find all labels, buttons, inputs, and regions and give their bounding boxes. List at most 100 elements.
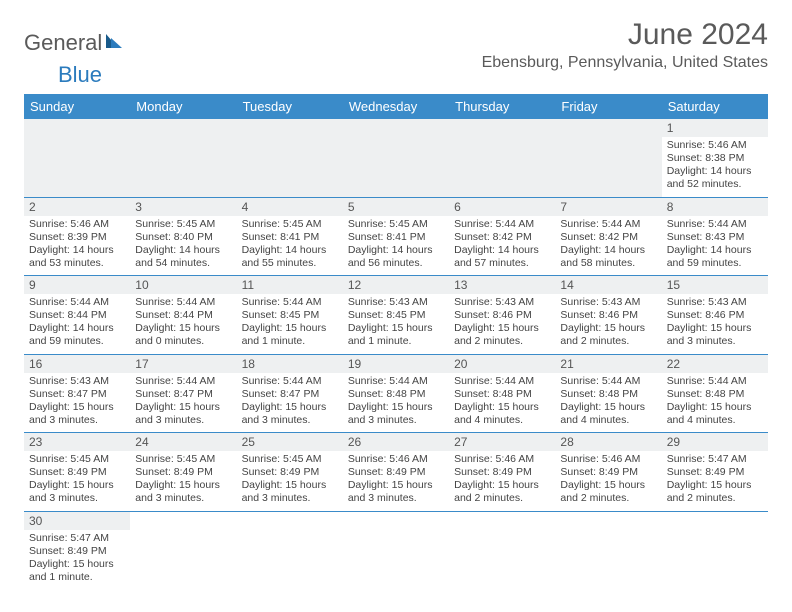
sunrise-text: Sunrise: 5:44 AM <box>135 375 231 388</box>
day-number: 22 <box>662 355 768 373</box>
day-info: Sunrise: 5:45 AMSunset: 8:40 PMDaylight:… <box>135 218 231 271</box>
day-info: Sunrise: 5:44 AMSunset: 8:48 PMDaylight:… <box>560 375 656 428</box>
calendar-cell: 24 Sunrise: 5:45 AMSunset: 8:49 PMDayligh… <box>130 433 236 512</box>
calendar-cell: 11Sunrise: 5:44 AMSunset: 8:45 PMDayligh… <box>237 276 343 355</box>
day-info: Sunrise: 5:45 AMSunset: 8:49 PMDaylight:… <box>242 453 338 506</box>
daylight-text: Daylight: 15 hours and 3 minutes. <box>135 401 231 427</box>
calendar-cell: 14Sunrise: 5:43 AMSunset: 8:46 PMDayligh… <box>555 276 661 355</box>
sunset-text: Sunset: 8:46 PM <box>667 309 763 322</box>
logo-part2: Blue <box>58 62 102 88</box>
day-number: 23 <box>24 433 130 451</box>
sunrise-text: Sunrise: 5:44 AM <box>667 375 763 388</box>
day-header-row: Sunday Monday Tuesday Wednesday Thursday… <box>24 94 768 119</box>
sunrise-text: Sunrise: 5:45 AM <box>135 218 231 231</box>
sunrise-text: Sunrise: 5:43 AM <box>560 296 656 309</box>
calendar-cell <box>130 511 236 589</box>
calendar-cell: 15Sunrise: 5:43 AMSunset: 8:46 PMDayligh… <box>662 276 768 355</box>
day-number: 18 <box>237 355 343 373</box>
calendar-cell: 12 Sunrise: 5:43 AMSunset: 8:45 PMDayligh… <box>343 276 449 355</box>
daylight-text: Daylight: 14 hours and 54 minutes. <box>135 244 231 270</box>
calendar-cell: 13Sunrise: 5:43 AMSunset: 8:46 PMDayligh… <box>449 276 555 355</box>
day-number: 19 <box>343 355 449 373</box>
day-number: 9 <box>24 276 130 294</box>
sunrise-text: Sunrise: 5:46 AM <box>348 453 444 466</box>
sunrise-text: Sunrise: 5:43 AM <box>348 296 444 309</box>
sunset-text: Sunset: 8:48 PM <box>667 388 763 401</box>
day-number: 16 <box>24 355 130 373</box>
day-info: Sunrise: 5:44 AMSunset: 8:47 PMDaylight:… <box>242 375 338 428</box>
daylight-text: Daylight: 15 hours and 3 minutes. <box>348 479 444 505</box>
sunrise-text: Sunrise: 5:44 AM <box>242 296 338 309</box>
daylight-text: Daylight: 15 hours and 2 minutes. <box>667 479 763 505</box>
logo-part1: General <box>24 30 102 56</box>
daylight-text: Daylight: 14 hours and 52 minutes. <box>667 165 763 191</box>
sunset-text: Sunset: 8:49 PM <box>560 466 656 479</box>
sunrise-text: Sunrise: 5:45 AM <box>135 453 231 466</box>
calendar-cell: 23 Sunrise: 5:45 AMSunset: 8:49 PMDayligh… <box>24 433 130 512</box>
daylight-text: Daylight: 15 hours and 4 minutes. <box>454 401 550 427</box>
day-info: Sunrise: 5:47 AMSunset: 8:49 PMDaylight:… <box>29 532 125 585</box>
calendar-row: 30Sunrise: 5:47 AMSunset: 8:49 PMDayligh… <box>24 511 768 589</box>
sunrise-text: Sunrise: 5:44 AM <box>348 375 444 388</box>
daylight-text: Daylight: 15 hours and 3 minutes. <box>348 401 444 427</box>
day-number: 1 <box>662 119 768 137</box>
day-number: 8 <box>662 198 768 216</box>
day-info: Sunrise: 5:46 AMSunset: 8:39 PMDaylight:… <box>29 218 125 271</box>
day-info: Sunrise: 5:46 AMSunset: 8:49 PMDaylight:… <box>348 453 444 506</box>
day-number: 13 <box>449 276 555 294</box>
sunset-text: Sunset: 8:46 PM <box>454 309 550 322</box>
logo-text: General <box>24 30 124 56</box>
day-info: Sunrise: 5:44 AMSunset: 8:45 PMDaylight:… <box>242 296 338 349</box>
daylight-text: Daylight: 15 hours and 4 minutes. <box>560 401 656 427</box>
day-number: 12 <box>343 276 449 294</box>
calendar-cell <box>24 119 130 197</box>
day-info: Sunrise: 5:44 AMSunset: 8:42 PMDaylight:… <box>560 218 656 271</box>
sunset-text: Sunset: 8:49 PM <box>242 466 338 479</box>
day-header: Tuesday <box>237 94 343 119</box>
day-info: Sunrise: 5:44 AMSunset: 8:47 PMDaylight:… <box>135 375 231 428</box>
day-header: Monday <box>130 94 236 119</box>
day-info: Sunrise: 5:47 AMSunset: 8:49 PMDaylight:… <box>667 453 763 506</box>
day-info: Sunrise: 5:46 AMSunset: 8:49 PMDaylight:… <box>560 453 656 506</box>
calendar-cell: 2Sunrise: 5:46 AMSunset: 8:39 PMDaylight… <box>24 197 130 276</box>
sunset-text: Sunset: 8:48 PM <box>454 388 550 401</box>
day-number: 27 <box>449 433 555 451</box>
sunset-text: Sunset: 8:45 PM <box>348 309 444 322</box>
day-info: Sunrise: 5:43 AMSunset: 8:46 PMDaylight:… <box>560 296 656 349</box>
calendar-cell <box>449 511 555 589</box>
sunrise-text: Sunrise: 5:46 AM <box>560 453 656 466</box>
day-info: Sunrise: 5:45 AMSunset: 8:49 PMDaylight:… <box>29 453 125 506</box>
sunrise-text: Sunrise: 5:47 AM <box>667 453 763 466</box>
daylight-text: Daylight: 15 hours and 1 minute. <box>348 322 444 348</box>
sunset-text: Sunset: 8:49 PM <box>348 466 444 479</box>
sunset-text: Sunset: 8:49 PM <box>135 466 231 479</box>
daylight-text: Daylight: 15 hours and 1 minute. <box>242 322 338 348</box>
daylight-text: Daylight: 15 hours and 3 minutes. <box>135 479 231 505</box>
sunset-text: Sunset: 8:49 PM <box>29 545 125 558</box>
sunrise-text: Sunrise: 5:45 AM <box>348 218 444 231</box>
calendar-cell: 18 Sunrise: 5:44 AMSunset: 8:47 PMDayligh… <box>237 354 343 433</box>
daylight-text: Daylight: 15 hours and 3 minutes. <box>667 322 763 348</box>
calendar-row: 23Sunrise: 5:45 AMSunset: 8:49 PMDayligh… <box>24 433 768 512</box>
day-number: 24 <box>130 433 236 451</box>
calendar-cell: 3Sunrise: 5:45 AMSunset: 8:40 PMDaylight… <box>130 197 236 276</box>
daylight-text: Daylight: 15 hours and 2 minutes. <box>560 322 656 348</box>
sunrise-text: Sunrise: 5:43 AM <box>667 296 763 309</box>
daylight-text: Daylight: 15 hours and 0 minutes. <box>135 322 231 348</box>
day-header: Friday <box>555 94 661 119</box>
day-info: Sunrise: 5:45 AMSunset: 8:49 PMDaylight:… <box>135 453 231 506</box>
day-number: 26 <box>343 433 449 451</box>
daylight-text: Daylight: 15 hours and 3 minutes. <box>29 479 125 505</box>
day-number: 7 <box>555 198 661 216</box>
sunset-text: Sunset: 8:45 PM <box>242 309 338 322</box>
sunset-text: Sunset: 8:48 PM <box>560 388 656 401</box>
daylight-text: Daylight: 15 hours and 3 minutes. <box>29 401 125 427</box>
day-info: Sunrise: 5:43 AMSunset: 8:47 PMDaylight:… <box>29 375 125 428</box>
calendar-row: 16 Sunrise: 5:43 AMSunset: 8:47 PMDayligh… <box>24 354 768 433</box>
sunrise-text: Sunrise: 5:44 AM <box>242 375 338 388</box>
day-number: 29 <box>662 433 768 451</box>
calendar-cell <box>555 119 661 197</box>
sunset-text: Sunset: 8:48 PM <box>348 388 444 401</box>
day-info: Sunrise: 5:45 AMSunset: 8:41 PMDaylight:… <box>348 218 444 271</box>
calendar-cell: 19 Sunrise: 5:44 AMSunset: 8:48 PMDayligh… <box>343 354 449 433</box>
